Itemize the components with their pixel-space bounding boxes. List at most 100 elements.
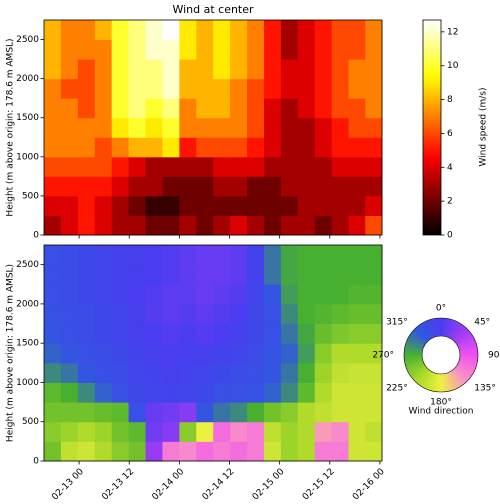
y-tick-label: 2000 [16,74,39,84]
heatmap-cell [314,441,333,462]
color-wheel-segment [445,319,454,338]
color-wheel-segment [455,365,472,380]
heatmap-cell [247,215,265,236]
chart-title: Wind at center [172,3,254,16]
heatmap-cell [247,195,265,216]
color-wheel-segment [437,318,442,337]
heatmap-cell [196,117,214,138]
heatmap-cell [162,117,180,138]
heatmap-cell [44,362,62,383]
heatmap-cell [196,441,214,462]
heatmap-cell [297,117,316,138]
heatmap-cell [111,264,130,285]
heatmap-cell [94,98,113,119]
heatmap-cell [331,215,350,236]
heatmap-cell [348,245,366,266]
heatmap-cell [179,421,197,442]
heatmap-cell [60,195,79,216]
color-wheel-segment [456,333,474,346]
heatmap-cell [179,59,197,80]
heatmap-cell [44,284,62,305]
heatmap-cell [314,78,333,99]
heatmap-cell [44,215,62,236]
heatmap-cell [247,343,265,364]
heatmap-cell [331,441,350,462]
heatmap-cell [331,137,350,158]
color-wheel-segment [444,373,451,392]
heatmap-cell [348,343,366,364]
heatmap-cell [365,156,383,177]
heatmap-cell [44,441,62,462]
heatmap-cell [280,98,299,119]
heatmap-cell [247,402,265,423]
heatmap-cell [365,98,383,119]
heatmap-cell [263,402,282,423]
heatmap-cell [179,176,197,197]
color-wheel-segment [410,365,427,379]
heatmap-cell [314,362,333,383]
color-wheel-segment [431,318,438,337]
heatmap-cell [230,98,248,119]
heatmap-cell [77,98,96,119]
heatmap-cell [247,98,265,119]
heatmap-cell [94,362,113,383]
heatmap-cell [247,284,265,305]
y-tick-label: 500 [22,417,39,427]
color-wheel-segment [450,322,463,340]
heatmap-cell [331,195,350,216]
heatmap-cell [111,284,130,305]
heatmap-cell [162,245,180,266]
heatmap-cell [94,323,113,344]
heatmap-cell [145,362,163,383]
heatmap-cell [247,303,265,325]
heatmap-cell [348,382,366,403]
heatmap-cell [162,195,180,216]
heatmap-cell [263,343,282,364]
heatmap-cell [111,59,130,80]
heatmap-cell [331,39,350,60]
plot-frame [43,19,383,236]
heatmap-cell [314,117,333,138]
heatmap-cell [247,245,265,266]
color-wheel-segment [450,370,463,388]
heatmap-cell [213,156,231,177]
heatmap-cell [196,39,214,60]
color-wheel-segment [419,322,432,340]
y-tick-label: 1000 [16,378,39,388]
heatmap-cell [280,39,299,60]
heatmap-cell [348,441,366,462]
heatmap-cell [111,402,130,423]
heatmap-cell [280,20,299,41]
heatmap-cell [230,362,248,383]
heatmap-cell [280,343,299,364]
heatmap-cell [179,284,197,305]
heatmap-cell [77,195,96,216]
heatmap-cell [247,39,265,60]
heatmap-cell [263,362,282,383]
heatmap-cell [196,402,214,423]
heatmap-cell [280,117,299,138]
heatmap-cell [94,382,113,403]
heatmap-cell [111,156,130,177]
heatmap-cell [94,303,113,325]
heatmap-cell [230,156,248,177]
y-tick-label: 1500 [16,339,39,349]
heatmap-cell [44,78,62,99]
heatmap-cell [314,215,333,236]
heatmap-cell [348,98,366,119]
heatmap-cell [196,156,214,177]
heatmap-cell [44,59,62,80]
heatmap-cell [365,421,383,442]
color-wheel-segment [451,324,466,341]
heatmap-cell [331,156,350,177]
heatmap-cell [196,303,214,325]
heatmap-cell [314,284,333,305]
heatmap-cell [162,20,180,41]
heatmap-cell [44,20,62,41]
heatmap-cell [145,284,163,305]
heatmap-cell [365,303,383,325]
heatmap-cell [77,362,96,383]
heatmap-cell [196,421,214,442]
heatmap-cell [196,137,214,158]
heatmap-cell [145,441,163,462]
